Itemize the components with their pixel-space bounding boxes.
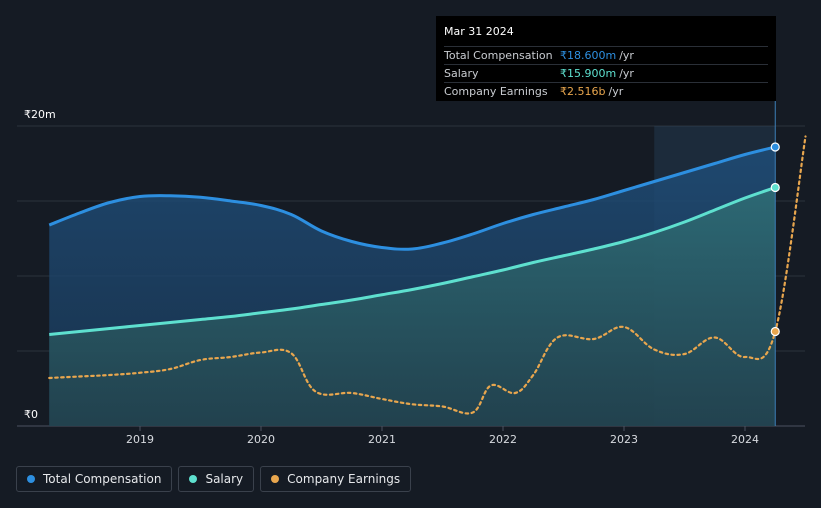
tooltip-row-name: Salary [444, 67, 479, 80]
x-tick-label: 2020 [247, 433, 275, 446]
company-earnings-line [48, 135, 807, 415]
tooltip-row-name: Company Earnings [444, 85, 548, 98]
marker-layer [770, 142, 780, 337]
tooltip: Mar 31 2024 Total Compensation ₹18.600m … [436, 16, 776, 101]
legend-dot-icon [271, 475, 280, 483]
x-axis: 2019 2020 2021 2022 2023 2024 [126, 426, 759, 446]
total-compensation-end-marker [770, 142, 780, 152]
x-tick-label: 2022 [489, 433, 517, 446]
tooltip-date: Mar 31 2024 [444, 25, 514, 38]
salary-end-marker [770, 182, 780, 193]
tooltip-row-unit: /yr [608, 85, 624, 98]
tooltip-row-salary: Salary ₹15.900m /yr [444, 64, 768, 82]
x-tick-label: 2021 [368, 433, 396, 446]
company-earnings-end-marker [770, 326, 780, 337]
legend-label: Company Earnings [287, 472, 401, 486]
legend-label: Total Compensation [43, 472, 162, 486]
area-layer [49, 147, 776, 426]
x-tick-label: 2019 [126, 433, 154, 446]
y-axis-top-label: ₹20m [24, 108, 56, 121]
legend-dot-icon [27, 475, 35, 483]
tooltip-row-value: ₹2.516b [560, 85, 606, 98]
line-layer [48, 135, 807, 415]
legend-item-salary[interactable]: Salary [178, 466, 255, 492]
tooltip-row-value: ₹15.900m [560, 67, 617, 80]
tooltip-row-value: ₹18.600m [560, 49, 617, 62]
tooltip-row-unit: /yr [619, 67, 634, 80]
tooltip-row-total-compensation: Total Compensation ₹18.600m /yr [444, 46, 768, 64]
tooltip-row-unit: /yr [619, 49, 634, 62]
legend-item-total-compensation[interactable]: Total Compensation [16, 466, 173, 492]
salary-area [49, 187, 776, 426]
y-axis-bottom-label: ₹0 [24, 408, 38, 421]
legend-label: Salary [205, 472, 244, 486]
legend-dot-icon [189, 475, 198, 483]
x-tick-label: 2024 [731, 433, 759, 446]
x-tick-label: 2023 [610, 433, 638, 446]
salary-line [49, 186, 776, 336]
total-compensation-line [48, 145, 776, 251]
legend-item-company-earnings[interactable]: Company Earnings [260, 466, 412, 492]
tooltip-row-name: Total Compensation [444, 49, 553, 62]
legend: Total Compensation Salary Company Earnin… [16, 466, 412, 492]
tooltip-row-company-earnings: Company Earnings ₹2.516b /yr [444, 82, 768, 100]
